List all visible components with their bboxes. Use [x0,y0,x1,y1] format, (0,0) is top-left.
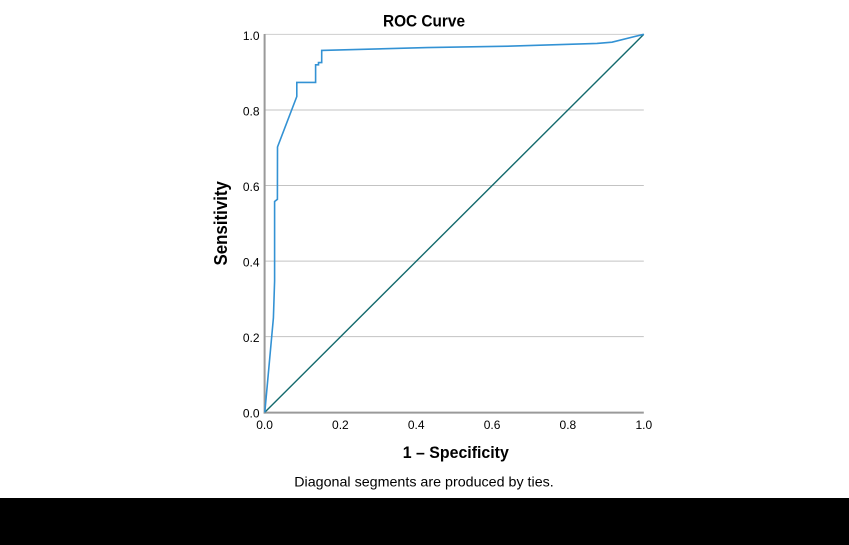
svg-text:Sensitivity: Sensitivity [211,181,231,266]
svg-text:0.0: 0.0 [256,418,273,432]
svg-text:1.0: 1.0 [635,418,652,432]
svg-text:0.4: 0.4 [408,418,425,432]
svg-text:0.2: 0.2 [332,418,349,432]
svg-text:1 – Specificity: 1 – Specificity [403,443,510,462]
svg-text:0.8: 0.8 [560,418,577,432]
svg-text:0.6: 0.6 [243,180,260,194]
svg-text:ROC Curve: ROC Curve [383,12,465,31]
svg-text:0.6: 0.6 [484,418,501,432]
svg-text:Diagonal segments are produced: Diagonal segments are produced by ties. [294,474,554,489]
svg-text:1.0: 1.0 [243,29,260,43]
svg-text:0.4: 0.4 [243,256,260,270]
svg-text:0.0: 0.0 [243,407,260,421]
svg-text:0.2: 0.2 [243,331,260,345]
svg-text:0.8: 0.8 [243,104,260,118]
